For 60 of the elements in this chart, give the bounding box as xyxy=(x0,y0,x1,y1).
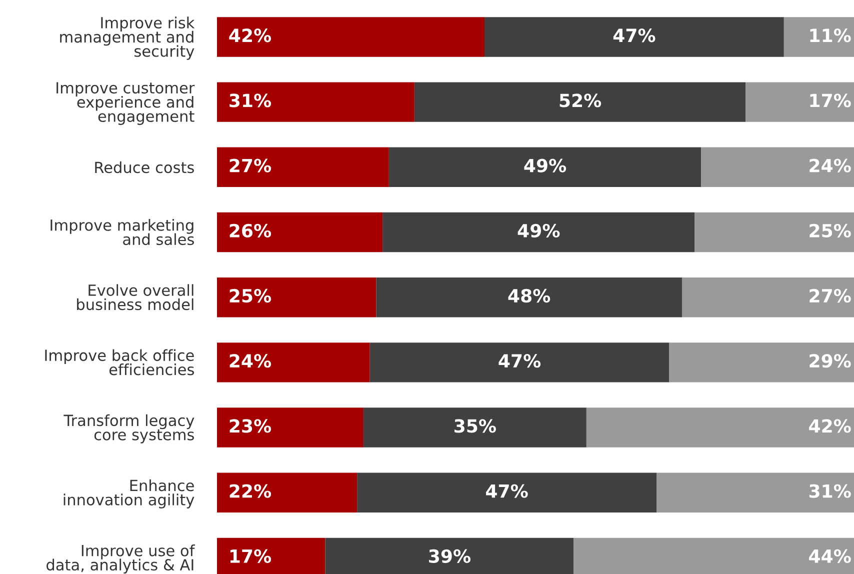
data-label: 31% xyxy=(809,484,851,498)
bar xyxy=(216,147,389,188)
bar xyxy=(216,277,376,318)
bar xyxy=(586,408,854,448)
bar xyxy=(216,82,414,122)
data-label: 24% xyxy=(230,354,272,368)
bar xyxy=(357,472,657,512)
data-label: 17% xyxy=(810,94,851,108)
bar xyxy=(414,82,746,122)
data-label: 24% xyxy=(810,158,851,172)
y-tick-label: Evolve overall business model xyxy=(77,284,194,310)
bar xyxy=(216,472,358,512)
bar xyxy=(370,342,670,382)
bar xyxy=(784,17,854,57)
bar xyxy=(694,212,854,252)
data-label: 42% xyxy=(229,28,272,42)
bar xyxy=(746,82,854,122)
data-label: 49% xyxy=(524,158,566,172)
data-label: 25% xyxy=(810,224,851,238)
y-tick-label: Improve back office efficiencies xyxy=(45,349,194,376)
bar xyxy=(669,342,854,382)
y-tick-label: Improve use of data, analytics & AI xyxy=(46,544,195,574)
bar xyxy=(682,277,854,318)
data-label: 47% xyxy=(486,484,528,498)
data-label: 17% xyxy=(230,549,272,563)
data-label: 26% xyxy=(230,224,272,238)
data-label: 29% xyxy=(810,354,851,368)
data-label: 52% xyxy=(560,94,602,108)
bar xyxy=(363,408,586,448)
data-label: 48% xyxy=(508,288,550,303)
data-label: 27% xyxy=(230,158,272,172)
data-label: 47% xyxy=(498,354,541,368)
bar xyxy=(484,17,784,57)
data-label: 11% xyxy=(810,28,851,42)
data-label: 47% xyxy=(613,28,656,42)
data-label: 25% xyxy=(230,288,272,303)
data-label: 22% xyxy=(230,484,272,498)
data-label: 49% xyxy=(518,224,560,238)
data-label: 42% xyxy=(809,419,851,433)
bar xyxy=(216,408,364,448)
y-tick-label: Enhance innovation agility xyxy=(64,479,194,508)
bar xyxy=(701,147,854,188)
bar xyxy=(216,212,383,252)
y-tick-label: Improve customer experience and engagement xyxy=(56,82,195,125)
y-tick-label: Reduce costs xyxy=(95,161,194,174)
bar xyxy=(376,277,682,318)
bar xyxy=(216,17,484,57)
y-tick-label: Transform legacy core systems xyxy=(64,414,194,444)
bar xyxy=(382,212,695,252)
y-tick-label: Improve marketing and sales xyxy=(50,219,194,246)
data-label: 35% xyxy=(454,419,496,433)
data-label: 39% xyxy=(429,549,470,563)
bar xyxy=(656,472,854,512)
data-label: 23% xyxy=(230,419,272,433)
y-tick-label: Improve risk management and security xyxy=(60,16,195,60)
data-label: 44% xyxy=(809,549,851,563)
data-label: 27% xyxy=(810,288,851,303)
bar xyxy=(388,147,702,188)
data-label: 31% xyxy=(230,94,272,108)
bar xyxy=(216,342,370,382)
